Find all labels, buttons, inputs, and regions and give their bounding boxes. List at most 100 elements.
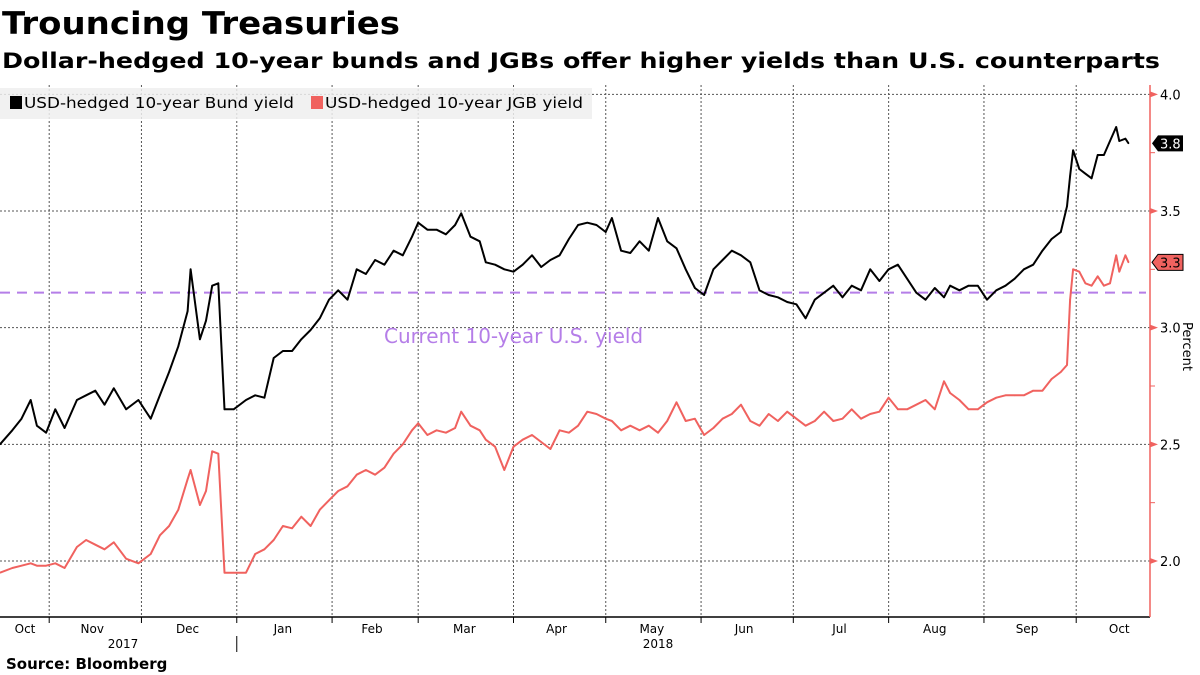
data-point <box>995 396 998 399</box>
data-point <box>103 403 106 406</box>
last-value-label: 3.3 <box>1160 256 1181 271</box>
data-point <box>986 401 988 404</box>
data-point <box>915 403 918 406</box>
data-point <box>291 527 293 530</box>
data-point <box>189 469 192 471</box>
data-point <box>374 473 376 476</box>
y-tick-label: 2.0 <box>1160 555 1181 570</box>
data-point <box>897 263 899 266</box>
data-point <box>494 445 496 448</box>
data-point <box>967 408 970 411</box>
legend-swatch-bund <box>10 96 22 109</box>
data-point <box>694 287 696 289</box>
data-point <box>263 548 266 551</box>
data-point <box>435 429 438 432</box>
data-point <box>217 452 220 455</box>
data-point <box>177 508 180 511</box>
data-point <box>684 268 687 271</box>
data-point <box>177 345 180 348</box>
data-point <box>217 282 220 285</box>
bund-yield-line <box>0 126 1130 445</box>
source-note: Source: Bloomberg <box>6 655 167 673</box>
data-point <box>924 399 927 401</box>
data-point <box>223 408 226 411</box>
data-point <box>1090 284 1093 287</box>
data-point <box>149 417 152 420</box>
data-point <box>125 408 127 411</box>
data-point <box>85 394 87 397</box>
data-point <box>478 240 481 243</box>
data-point <box>832 420 835 422</box>
data-point <box>832 284 835 287</box>
data-point <box>703 434 705 436</box>
y-tick-label: 3.0 <box>1160 322 1181 337</box>
data-point <box>355 473 358 476</box>
data-point <box>1124 254 1127 257</box>
series-jgb <box>0 254 1130 574</box>
data-point <box>328 298 330 301</box>
data-point <box>995 289 998 292</box>
data-point <box>949 284 951 287</box>
legend-label-jgb: USD-hedged 10-year JGB yield <box>325 94 583 112</box>
data-point <box>860 289 862 292</box>
data-point <box>1090 177 1093 180</box>
data-point <box>777 420 779 422</box>
y-tick-mark <box>1150 558 1158 564</box>
data-point <box>1013 394 1016 397</box>
data-point <box>112 541 115 544</box>
data-point <box>977 408 979 411</box>
data-point <box>684 420 687 422</box>
data-point <box>36 424 38 427</box>
data-point <box>29 562 32 565</box>
data-point <box>1023 268 1025 271</box>
data-point <box>1115 126 1117 128</box>
x-year-label: 2017 <box>108 637 139 651</box>
data-point <box>300 338 303 341</box>
data-point <box>355 268 358 271</box>
data-point <box>402 254 404 257</box>
data-point <box>205 490 207 492</box>
data-point <box>478 429 481 432</box>
data-point <box>272 357 275 359</box>
data-point <box>445 233 447 236</box>
data-point <box>1032 389 1034 392</box>
data-point <box>758 424 761 427</box>
chart-title: Trouncing Treasuries <box>2 6 400 42</box>
data-point <box>1032 263 1034 266</box>
data-point <box>337 490 340 492</box>
data-point <box>712 427 715 429</box>
y-tick-mark <box>1150 324 1158 331</box>
data-point <box>460 212 463 215</box>
data-point <box>211 450 213 453</box>
data-point <box>887 396 890 399</box>
data-point <box>1109 282 1111 285</box>
data-point <box>1060 231 1062 233</box>
y-tick-label: 3.5 <box>1160 205 1181 220</box>
data-point <box>549 448 552 450</box>
data-point <box>232 408 235 411</box>
data-point <box>1078 270 1081 273</box>
data-point <box>263 396 266 399</box>
data-point <box>629 252 632 254</box>
data-point <box>823 291 825 294</box>
data-point <box>749 420 752 422</box>
data-point <box>149 553 152 555</box>
data-point <box>85 539 87 541</box>
x-month-label: Jul <box>831 622 846 636</box>
data-point <box>282 350 284 352</box>
y-tick-mark <box>1150 441 1158 448</box>
x-month-label: Jun <box>734 622 754 636</box>
data-point <box>417 221 419 224</box>
data-point <box>1127 261 1130 264</box>
data-point <box>897 408 899 411</box>
data-point <box>383 466 386 469</box>
data-point <box>211 284 213 287</box>
data-point <box>337 289 340 292</box>
data-point <box>795 303 798 306</box>
x-month-label: Jan <box>273 622 293 636</box>
data-point <box>125 557 127 560</box>
data-point <box>20 564 23 567</box>
x-month-label: May <box>639 622 664 636</box>
data-point <box>949 392 951 394</box>
data-point <box>1004 394 1007 397</box>
